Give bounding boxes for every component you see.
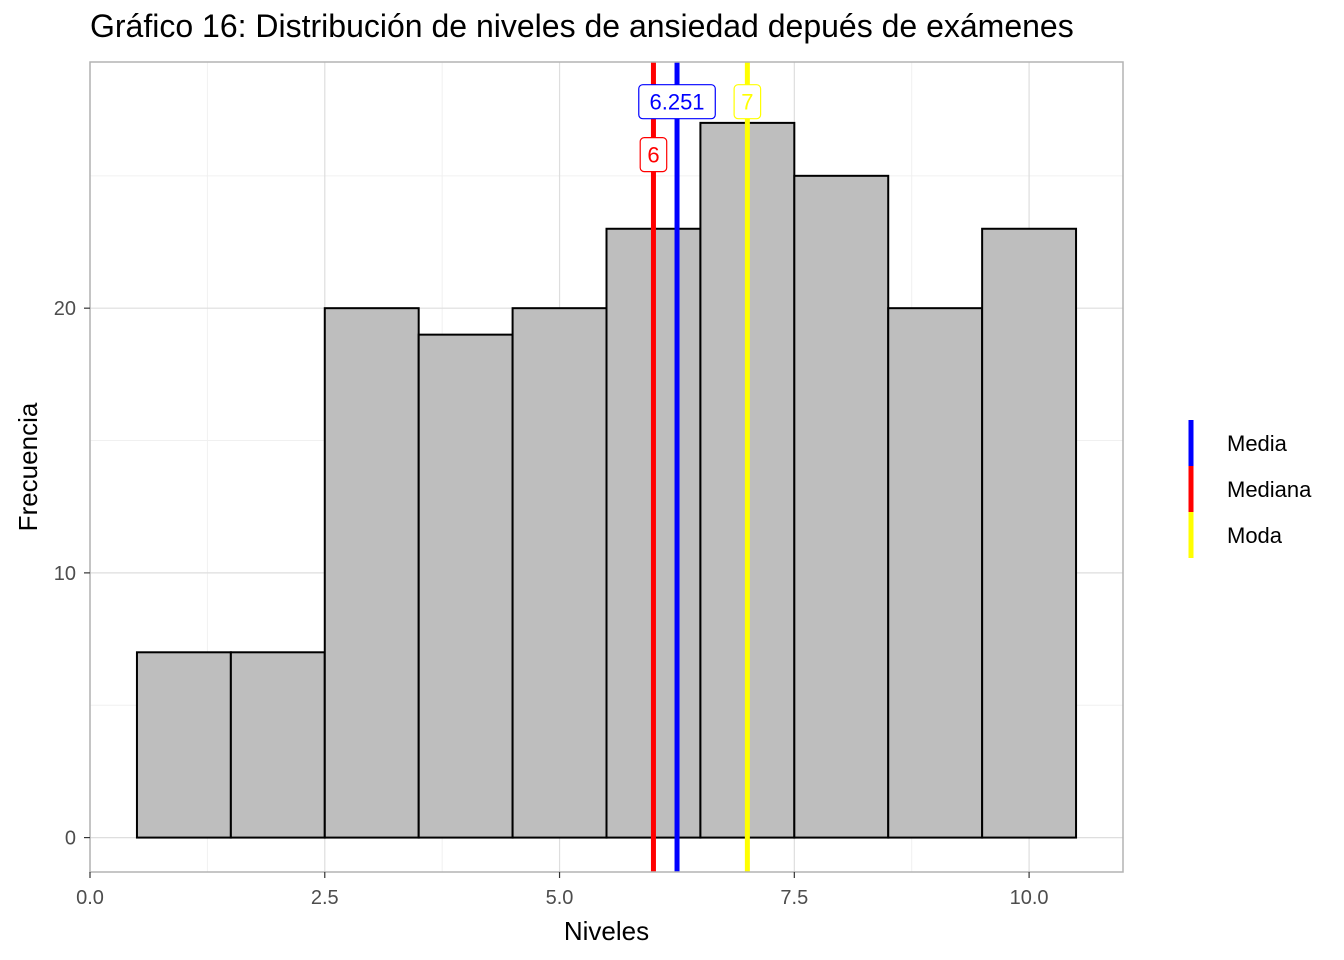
histogram-bar bbox=[417, 333, 514, 839]
reference-label-box-mediana bbox=[639, 137, 668, 173]
x-tick-label: 10.0 bbox=[1010, 887, 1049, 909]
histogram-bar bbox=[323, 307, 420, 839]
x-axis-title: Niveles bbox=[564, 916, 649, 946]
y-tick-label: 20 bbox=[54, 298, 76, 320]
plot-border bbox=[89, 61, 1124, 873]
reference-label-box-media bbox=[638, 84, 716, 120]
histogram-bar bbox=[135, 651, 232, 839]
legend-label-media: Media bbox=[1227, 431, 1288, 456]
x-tick-label: 2.5 bbox=[311, 887, 339, 909]
reference-label-mediana: 6 bbox=[647, 143, 659, 168]
y-tick-label: 10 bbox=[54, 563, 76, 585]
histogram-bar bbox=[511, 307, 608, 839]
histogram-bar bbox=[229, 651, 326, 839]
histogram-bar bbox=[793, 174, 890, 839]
chart-title: Gráfico 16: Distribución de niveles de a… bbox=[90, 8, 1074, 44]
reference-lines: 6.251 6 7 bbox=[638, 62, 762, 872]
histogram-bar bbox=[981, 227, 1078, 839]
legend-label-moda: Moda bbox=[1227, 523, 1283, 548]
x-axis-ticks: 0.0 2.5 5.0 7.5 10.0 bbox=[76, 872, 1049, 909]
y-axis-title: Frecuencia bbox=[13, 402, 43, 531]
reference-label-media: 6.251 bbox=[649, 90, 704, 115]
y-tick-label: 0 bbox=[65, 828, 76, 850]
reference-label-box-moda bbox=[733, 84, 762, 120]
legend-label-mediana: Mediana bbox=[1227, 477, 1312, 502]
histogram-bars bbox=[135, 121, 1078, 839]
y-axis-ticks: 0 10 20 bbox=[54, 298, 90, 850]
x-tick-label: 0.0 bbox=[76, 887, 104, 909]
reference-label-moda: 7 bbox=[741, 90, 753, 115]
x-tick-label: 7.5 bbox=[780, 887, 808, 909]
legend: Media Mediana Moda bbox=[1188, 420, 1312, 558]
histogram-bar bbox=[887, 307, 984, 839]
x-tick-label: 5.0 bbox=[546, 887, 574, 909]
